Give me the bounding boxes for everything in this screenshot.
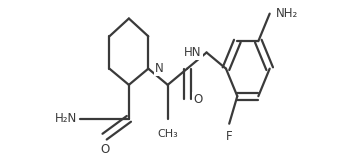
Text: HN: HN	[184, 46, 202, 59]
Text: F: F	[226, 130, 232, 143]
Text: O: O	[100, 143, 109, 156]
Text: NH₂: NH₂	[276, 7, 299, 20]
Text: N: N	[155, 62, 163, 75]
Text: CH₃: CH₃	[158, 129, 178, 139]
Text: O: O	[194, 93, 203, 106]
Text: H₂N: H₂N	[55, 112, 77, 125]
